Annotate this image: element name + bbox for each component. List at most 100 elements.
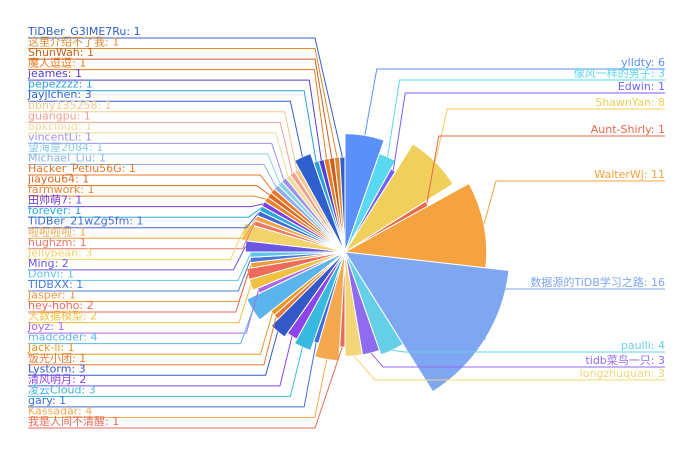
slice-label: 像风一样的男子: 3 — [574, 66, 665, 80]
leader-line — [370, 352, 665, 368]
leader-line — [28, 195, 267, 200]
slice-label: pepezzzz: 1 — [28, 78, 93, 91]
slice-label: 魔人逗逗: 1 — [28, 56, 86, 70]
slice-label: jeames: 1 — [27, 67, 82, 80]
leader-line — [28, 231, 244, 260]
slice-label: 啦啦啦啦: 1 — [28, 224, 86, 238]
leader-line — [28, 259, 251, 292]
leader-line — [28, 359, 328, 418]
slice-label: longzhuquan: 3 — [580, 367, 665, 380]
slice-label: 望海屋2084: 1 — [28, 140, 103, 154]
slice-label: forever: 1 — [28, 204, 81, 217]
leader-line — [484, 288, 665, 340]
slice-label: farmwork: 1 — [28, 183, 94, 196]
leader-line — [28, 342, 317, 408]
slice-label: 这里介绍不了我: 1 — [28, 35, 119, 49]
leader-line — [28, 336, 293, 387]
leader-line — [434, 108, 665, 162]
leader-line — [28, 317, 277, 366]
slice-label: 数据源的TiDB学习之路: 16 — [530, 275, 665, 289]
leader-line — [28, 163, 277, 187]
slice-label: Hacker_Petiu56G: 1 — [28, 162, 136, 175]
slice-label: Ming: 2 — [28, 257, 69, 270]
slice-label: hey-hoho: 2 — [28, 299, 94, 312]
slice-label: Aunt-Shirly: 1 — [591, 123, 665, 136]
leader-line — [28, 222, 255, 250]
pie-slice — [344, 133, 385, 253]
slice-label: WalterWj: 11 — [594, 168, 665, 181]
leader-line — [28, 207, 261, 218]
leader-line — [28, 142, 285, 180]
slice-label: paulli: 4 — [621, 339, 665, 352]
slice-label: TiDBer_G3lME7Ru: 1 — [27, 25, 141, 38]
leader-line — [28, 347, 303, 397]
slice-label: 大数据模型: 2 — [28, 309, 97, 323]
leader-line — [28, 79, 322, 161]
leader-line — [392, 92, 665, 171]
slice-label: Jayjlchen: 3 — [27, 88, 92, 101]
leader-line — [28, 174, 273, 192]
slice-label: 田帅萌7: 1 — [28, 193, 82, 207]
slice-label: Edwin: 1 — [618, 80, 665, 93]
leader-line — [28, 37, 343, 158]
leader-line — [387, 79, 665, 157]
slice-label: vincentLi: 1 — [28, 130, 92, 143]
slice-label: Lystorm: 3 — [28, 362, 86, 375]
leader-line — [426, 135, 665, 204]
leader-line — [28, 290, 259, 334]
slice-label: gary: 1 — [28, 394, 66, 407]
leader-line — [28, 203, 264, 208]
leader-line — [28, 212, 259, 229]
leader-line — [28, 309, 254, 345]
leader-line — [28, 246, 246, 271]
leader-line — [28, 274, 249, 313]
slice-label: 饭光小团: 1 — [28, 351, 86, 365]
slice-label: Kassadar: 4 — [28, 404, 92, 417]
leader-line — [28, 111, 298, 171]
leader-line — [28, 100, 303, 157]
leader-line — [28, 185, 270, 196]
slice-label: Joyz: 1 — [27, 320, 64, 333]
leader-line — [28, 331, 279, 376]
slice-label: Jack-li: 1 — [27, 341, 75, 354]
leader-line — [28, 254, 251, 281]
leader-line — [28, 58, 333, 159]
slice-label: Donvi: 1 — [28, 267, 74, 280]
slice-label: Jellybean: 3 — [27, 246, 92, 259]
leader-line — [28, 121, 293, 174]
leader-line — [28, 153, 281, 184]
slice-label: ShunWah: 1 — [28, 46, 94, 59]
slice-label: 清风明月: 2 — [28, 373, 86, 386]
slice-label: tidb菜鸟一只: 3 — [585, 353, 665, 367]
leader-line — [28, 132, 289, 177]
slice-label: jiayou64: 1 — [27, 173, 89, 186]
slice-label: bbhy135258: 1 — [28, 99, 112, 112]
leader-line — [28, 48, 338, 158]
leader-line — [28, 346, 343, 429]
slice-label: ylldty: 6 — [621, 56, 665, 69]
leader-line — [353, 355, 665, 381]
leader-line — [28, 90, 317, 162]
slice-label: hughzm: 1 — [28, 236, 87, 249]
leader-line — [28, 313, 273, 355]
leader-line — [28, 217, 257, 239]
pie-slice — [344, 251, 404, 356]
slice-label: Michael_Liu: 1 — [28, 151, 106, 164]
pie-slice — [343, 182, 488, 269]
slice-label: guangpu: 1 — [28, 109, 91, 122]
slice-label: 我是人间不清醒: 1 — [28, 415, 119, 428]
leader-line — [28, 69, 327, 159]
slice-label: ShawnYan: 8 — [595, 96, 665, 109]
slice-label: madcoder: 4 — [28, 331, 98, 344]
pie-slice — [344, 143, 454, 253]
pie-slice — [344, 251, 510, 393]
leader-line — [392, 349, 665, 353]
pie-slice — [344, 251, 364, 357]
slice-label: Jasper: 1 — [27, 289, 76, 302]
pie-slice — [293, 251, 346, 352]
leader-line — [364, 68, 665, 136]
slice-label: opkcloud: 1 — [28, 120, 92, 133]
leader-line — [28, 284, 252, 324]
slice-label: TiDBer_21wZg5fm: 1 — [27, 215, 144, 228]
